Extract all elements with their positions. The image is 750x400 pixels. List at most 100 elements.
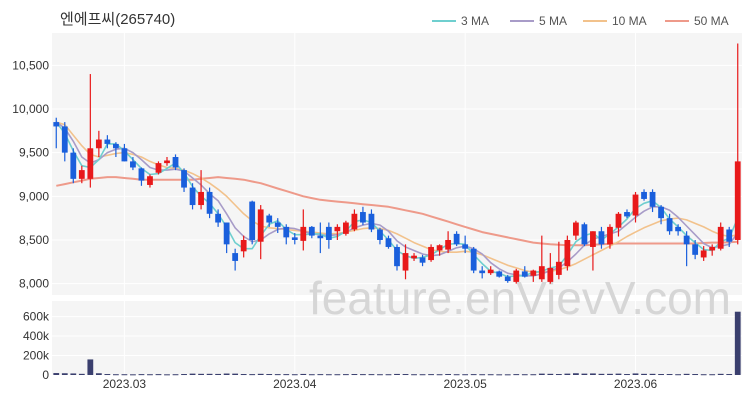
candle <box>61 122 68 162</box>
legend-item: 10 MA <box>583 14 647 28</box>
candle-body <box>632 194 639 216</box>
volume-bar <box>624 374 630 376</box>
candlesticks <box>53 43 741 284</box>
candle-body <box>479 270 486 274</box>
candle <box>675 224 682 236</box>
candle-body <box>394 246 400 267</box>
volume-bar <box>658 374 664 376</box>
volume-bar <box>530 374 537 376</box>
candle <box>607 224 613 249</box>
volume-bar <box>709 374 716 376</box>
candle-body <box>53 122 60 127</box>
candle <box>377 227 383 245</box>
volume-bar <box>78 373 85 375</box>
volume-bar <box>607 373 613 375</box>
volume-bar <box>61 373 68 375</box>
candle-body <box>487 269 494 274</box>
legend-item: 3 MA <box>432 14 489 28</box>
candle-body <box>368 213 375 230</box>
candle <box>734 43 741 245</box>
volume-bar <box>325 374 332 376</box>
candle <box>368 209 375 233</box>
candle <box>453 231 460 247</box>
volume-bar <box>206 373 213 375</box>
volume-bar <box>394 373 400 375</box>
volume-bar <box>198 373 204 375</box>
volume-bar <box>641 373 647 375</box>
candle <box>462 235 469 254</box>
candle-body <box>726 229 733 242</box>
candle <box>138 167 145 186</box>
candle-body <box>138 168 145 181</box>
candle <box>334 224 341 240</box>
candle-body <box>700 250 707 258</box>
volume-bar <box>581 373 588 375</box>
candle-body <box>513 270 520 282</box>
volume-bar <box>70 373 77 375</box>
candle-body <box>342 222 349 234</box>
volume-bar <box>717 373 724 375</box>
candle-body <box>249 201 256 240</box>
volume-bar <box>104 374 111 376</box>
volume-bar <box>683 373 690 375</box>
candle <box>530 269 537 282</box>
volume-bar <box>95 373 102 375</box>
candle-body <box>317 235 324 239</box>
volume-bar <box>615 373 622 375</box>
candle-body <box>291 237 298 240</box>
volume-bar <box>334 374 341 376</box>
volume-bar <box>189 373 196 375</box>
watermark: feature.enVievV.com <box>309 272 731 324</box>
volume-bar <box>598 373 605 375</box>
candle-body <box>300 226 307 241</box>
candle-body <box>360 212 366 223</box>
candle <box>445 231 452 254</box>
candle <box>632 191 639 223</box>
volume-bar <box>428 374 434 376</box>
candle <box>419 254 426 267</box>
candle-body <box>453 233 460 245</box>
price-tick-label: 8,500 <box>19 233 49 247</box>
candle <box>257 205 264 260</box>
candle <box>726 226 733 247</box>
volume-bar <box>572 373 579 375</box>
candle <box>641 189 647 201</box>
candle <box>215 209 222 227</box>
candle-body <box>198 191 204 206</box>
candle-body <box>351 213 358 230</box>
ma10-line <box>56 121 738 274</box>
volume-bar <box>538 373 545 375</box>
volume-bar <box>547 373 554 375</box>
candle <box>487 266 494 275</box>
candle-body <box>325 226 332 240</box>
candle <box>572 220 579 240</box>
candle <box>95 130 102 158</box>
date-tick-label: 2023.04 <box>273 377 317 391</box>
candle-body <box>470 248 477 271</box>
price-tick-label: 8,000 <box>19 277 49 291</box>
volume-bar <box>130 374 136 376</box>
candle <box>78 165 85 184</box>
candle-body <box>530 270 537 276</box>
candle-body <box>572 222 579 236</box>
candle-body <box>308 226 315 236</box>
candle <box>402 244 409 280</box>
volume-bar <box>377 374 383 376</box>
candle-body <box>538 266 545 280</box>
candle <box>658 205 664 225</box>
volume-axis: 0 200k 400k 600k <box>23 310 50 382</box>
volume-bar <box>504 374 511 376</box>
volume-tick-label: 400k <box>23 329 50 343</box>
volume-bar <box>521 374 528 376</box>
candle <box>581 222 588 247</box>
date-axis: 2023.03 2023.04 2023.05 2023.06 <box>103 377 658 391</box>
candle-body <box>521 271 528 277</box>
price-tick-label: 10,000 <box>12 102 49 116</box>
candle-body <box>675 226 682 232</box>
volume-bar <box>172 374 179 376</box>
volume-bar <box>402 374 409 376</box>
volume-bar <box>675 374 682 376</box>
candle <box>360 206 366 226</box>
